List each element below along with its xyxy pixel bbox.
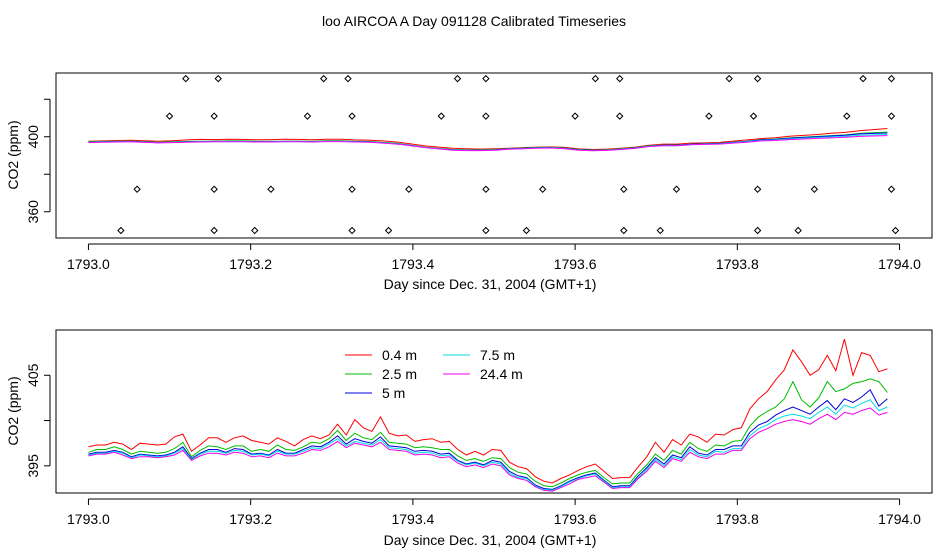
- data-point: [210, 185, 218, 193]
- top-points-group: [117, 74, 900, 235]
- series-line-3: [88, 134, 888, 152]
- bottom-plot-frame: [55, 329, 933, 494]
- bottom-series-group: [88, 338, 888, 492]
- legend-label-3: 7.5 m: [480, 347, 515, 363]
- data-point: [616, 112, 624, 120]
- x-tick-label: 1794.0: [878, 511, 921, 527]
- series-line-4: [88, 407, 888, 492]
- data-point: [344, 74, 352, 83]
- data-point: [620, 185, 628, 193]
- data-point: [522, 226, 531, 235]
- x-tick-label: 1793.2: [229, 511, 272, 527]
- series-line-0: [88, 128, 888, 151]
- data-point: [725, 74, 733, 83]
- x-tick-label: 1793.8: [716, 511, 759, 527]
- top-y-axis: 360 400: [25, 98, 51, 224]
- data-point: [753, 226, 762, 235]
- data-point: [887, 112, 896, 120]
- series-line-3: [88, 399, 888, 491]
- top-x-axis-label: Day since Dec. 31, 2004 (GMT+1): [384, 276, 597, 292]
- data-point: [616, 74, 624, 83]
- data-point: [672, 185, 681, 193]
- data-point: [251, 226, 259, 235]
- data-point: [453, 74, 462, 83]
- data-point: [891, 226, 900, 235]
- data-point: [482, 112, 490, 120]
- bottom-y-axis: 395 405: [25, 363, 51, 478]
- data-point: [620, 226, 628, 235]
- data-point: [437, 112, 445, 120]
- bottom-y-axis-label: CO2 (ppm): [5, 376, 21, 445]
- data-point: [571, 112, 579, 120]
- series-line-2: [88, 389, 888, 490]
- data-point: [887, 74, 896, 83]
- data-point: [210, 226, 218, 235]
- x-tick-label: 1793.4: [391, 511, 434, 527]
- bottom-x-axis-label: Day since Dec. 31, 2004 (GMT+1): [384, 532, 597, 548]
- top-y-axis-label: CO2 (ppm): [5, 120, 21, 189]
- series-line-0: [88, 338, 888, 484]
- series-line-4: [88, 135, 888, 152]
- data-point: [843, 112, 851, 120]
- y-tick-label: 395: [25, 454, 41, 478]
- data-point: [482, 74, 490, 83]
- data-point: [705, 112, 713, 120]
- x-tick-label: 1793.2: [229, 256, 272, 272]
- data-point: [133, 185, 141, 193]
- data-point: [753, 74, 762, 83]
- legend-label-2: 5 m: [382, 385, 405, 401]
- y-tick-label: 400: [25, 125, 41, 149]
- data-point: [165, 112, 174, 120]
- data-point: [753, 185, 762, 193]
- data-point: [482, 226, 490, 235]
- data-point: [384, 226, 393, 235]
- top-plot-frame: [55, 72, 933, 239]
- data-point: [303, 112, 312, 120]
- data-point: [214, 74, 222, 83]
- data-point: [794, 226, 802, 235]
- data-point: [117, 226, 125, 235]
- chart-title: loo AIRCOA A Day 091128 Calibrated Times…: [322, 13, 626, 29]
- x-tick-label: 1793.6: [554, 256, 597, 272]
- x-tick-label: 1793.0: [67, 511, 110, 527]
- data-point: [656, 226, 664, 235]
- data-point: [405, 185, 413, 193]
- top-x-axis: 1793.0 1793.2 1793.4 1793.6 1793.8 1794.0: [67, 243, 921, 272]
- y-tick-label: 360: [25, 200, 41, 224]
- data-point: [348, 226, 356, 235]
- data-point: [348, 185, 356, 193]
- top-panel: 1793.0 1793.2 1793.4 1793.6 1793.8 1794.0 360…: [5, 72, 933, 292]
- data-point: [210, 112, 218, 120]
- data-point: [348, 112, 356, 120]
- legend-label-1: 2.5 m: [382, 366, 417, 382]
- bottom-x-axis: 1793.0 1793.2 1793.4 1793.6 1793.8 1794.0: [67, 498, 921, 527]
- data-point: [182, 74, 190, 83]
- bottom-panel: 1793.0 1793.2 1793.4 1793.6 1793.8 1794.0 395…: [5, 329, 933, 548]
- x-tick-label: 1793.8: [716, 256, 759, 272]
- data-point: [859, 74, 867, 83]
- legend: 0.4 m 2.5 m 5 m 7.5 m 24.4 m: [345, 347, 523, 401]
- top-series-group: [88, 128, 888, 152]
- data-point: [482, 185, 490, 193]
- data-point: [591, 74, 600, 83]
- y-tick-label: 405: [25, 363, 41, 387]
- data-point: [319, 74, 328, 83]
- data-point: [887, 185, 896, 193]
- data-point: [810, 185, 819, 193]
- data-point: [538, 185, 547, 193]
- data-point: [267, 185, 275, 193]
- x-tick-label: 1793.4: [391, 256, 434, 272]
- legend-label-4: 24.4 m: [480, 366, 523, 382]
- x-tick-label: 1794.0: [878, 256, 921, 272]
- x-tick-label: 1793.6: [554, 511, 597, 527]
- x-tick-label: 1793.0: [67, 256, 110, 272]
- legend-label-0: 0.4 m: [382, 347, 417, 363]
- data-point: [749, 112, 758, 120]
- series-line-1: [88, 378, 888, 488]
